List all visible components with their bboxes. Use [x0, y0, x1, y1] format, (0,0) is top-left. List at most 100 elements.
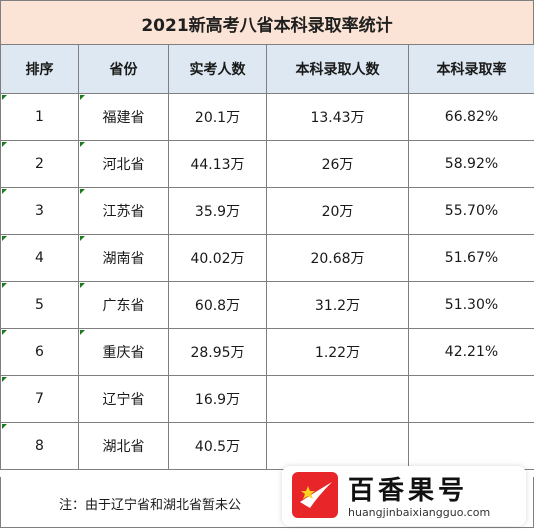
cell-value: 40.5万 — [194, 439, 241, 455]
cell-value: 26万 — [321, 157, 354, 173]
cell-value: 5 — [35, 297, 44, 313]
cell-value: 湖北省 — [102, 439, 145, 455]
cell-rank[interactable]: 5 — [0, 281, 79, 329]
cell-value: 重庆省 — [102, 345, 145, 361]
cell-rank[interactable]: 2 — [0, 140, 79, 188]
cell-exam-takers[interactable]: 44.13万 — [168, 140, 267, 188]
cell-rank[interactable]: 3 — [0, 187, 79, 235]
cell-marker — [80, 189, 85, 194]
cell-marker — [2, 236, 7, 241]
cell-value: 40.02万 — [190, 251, 245, 267]
cell-rank[interactable]: 4 — [0, 234, 79, 282]
cell-value: 13.43万 — [310, 110, 365, 126]
cell-admission-rate[interactable]: 66.82% — [408, 93, 534, 141]
cell-value: 66.82% — [444, 109, 499, 125]
cell-marker — [2, 189, 7, 194]
cell-value: 31.2万 — [314, 298, 361, 314]
cell-value: 58.92% — [444, 156, 499, 172]
cell-value: 江苏省 — [102, 204, 145, 220]
cell-province[interactable]: 辽宁省 — [78, 375, 169, 423]
cell-exam-takers[interactable]: 20.1万 — [168, 93, 267, 141]
cell-admission-rate[interactable] — [408, 375, 534, 423]
cell-province[interactable]: 河北省 — [78, 140, 169, 188]
table-row: 8 湖北省 40.5万 — [0, 422, 534, 470]
cell-value: 20.68万 — [310, 251, 365, 267]
cell-marker — [80, 330, 85, 335]
cell-value: 1.22万 — [314, 345, 361, 361]
cell-admitted[interactable]: 1.22万 — [266, 328, 409, 376]
cell-marker — [80, 95, 85, 100]
cell-rank[interactable]: 8 — [0, 422, 79, 470]
cell-value: 44.13万 — [190, 157, 245, 173]
cell-rank[interactable]: 1 — [0, 93, 79, 141]
cell-province[interactable]: 湖北省 — [78, 422, 169, 470]
cell-marker — [2, 95, 7, 100]
cell-admission-rate[interactable] — [408, 422, 534, 470]
cell-admission-rate[interactable]: 51.30% — [408, 281, 534, 329]
cell-exam-takers[interactable]: 16.9万 — [168, 375, 267, 423]
admission-rate-table: 排序 省份 实考人数 本科录取人数 本科录取率 1 福建省 20.1万 13.43万 6… — [0, 44, 534, 470]
cell-marker — [2, 377, 7, 382]
cell-exam-takers[interactable]: 35.9万 — [168, 187, 267, 235]
cell-province[interactable]: 江苏省 — [78, 187, 169, 235]
cell-marker — [80, 283, 85, 288]
cell-value: 60.8万 — [194, 298, 241, 314]
cell-value: 2 — [35, 156, 44, 172]
cell-province[interactable]: 重庆省 — [78, 328, 169, 376]
cell-value: 3 — [35, 203, 44, 219]
table-row: 7 辽宁省 16.9万 — [0, 375, 534, 423]
header-exam-takers[interactable]: 实考人数 — [168, 44, 267, 94]
cell-value: 福建省 — [102, 110, 145, 126]
cell-admitted[interactable]: 31.2万 — [266, 281, 409, 329]
cell-exam-takers[interactable]: 40.5万 — [168, 422, 267, 470]
cell-admission-rate[interactable]: 51.67% — [408, 234, 534, 282]
cell-exam-takers[interactable]: 60.8万 — [168, 281, 267, 329]
cell-province[interactable]: 广东省 — [78, 281, 169, 329]
cell-value: 28.95万 — [190, 345, 245, 361]
header-province[interactable]: 省份 — [78, 44, 169, 94]
cell-marker — [80, 142, 85, 147]
cell-value: 51.67% — [444, 250, 499, 266]
cell-province[interactable]: 湖南省 — [78, 234, 169, 282]
cell-admitted[interactable] — [266, 422, 409, 470]
cell-value: 35.9万 — [194, 204, 241, 220]
cell-value: 20.1万 — [194, 110, 241, 126]
cell-admitted[interactable] — [266, 375, 409, 423]
cell-rank[interactable]: 7 — [0, 375, 79, 423]
cell-value: 河北省 — [102, 157, 145, 173]
cell-rank[interactable]: 6 — [0, 328, 79, 376]
cell-admission-rate[interactable]: 58.92% — [408, 140, 534, 188]
cell-admission-rate[interactable]: 55.70% — [408, 187, 534, 235]
cell-value: 辽宁省 — [102, 392, 145, 408]
table-row: 2 河北省 44.13万 26万 58.92% — [0, 140, 534, 188]
cell-admission-rate[interactable]: 42.21% — [408, 328, 534, 376]
star-swoosh-logo-icon — [292, 472, 338, 518]
watermark-name: 百香果号 — [348, 476, 469, 506]
table-row: 3 江苏省 35.9万 20万 55.70% — [0, 187, 534, 235]
cell-admitted[interactable]: 20万 — [266, 187, 409, 235]
header-admission-rate[interactable]: 本科录取率 — [408, 44, 534, 94]
table-title: 2021新高考八省本科录取率统计 — [0, 0, 534, 46]
cell-value: 7 — [35, 391, 44, 407]
cell-value: 16.9万 — [194, 392, 241, 408]
header-admitted[interactable]: 本科录取人数 — [266, 44, 409, 94]
cell-value: 湖南省 — [102, 251, 145, 267]
table-row: 4 湖南省 40.02万 20.68万 51.67% — [0, 234, 534, 282]
cell-value: 55.70% — [444, 203, 499, 219]
cell-exam-takers[interactable]: 28.95万 — [168, 328, 267, 376]
table-row: 1 福建省 20.1万 13.43万 66.82% — [0, 93, 534, 141]
watermark-badge: 百香果号 huangjinbaixiangguo.com — [282, 466, 526, 526]
cell-province[interactable]: 福建省 — [78, 93, 169, 141]
table-body: 1 福建省 20.1万 13.43万 66.82% 2 河北省 44.13万 26万 58.92%… — [0, 93, 534, 470]
cell-admitted[interactable]: 13.43万 — [266, 93, 409, 141]
cell-value: 42.21% — [444, 344, 499, 360]
table-row: 6 重庆省 28.95万 1.22万 42.21% — [0, 328, 534, 376]
cell-value: 4 — [35, 250, 44, 266]
header-rank[interactable]: 排序 — [0, 44, 79, 94]
cell-marker — [2, 330, 7, 335]
cell-exam-takers[interactable]: 40.02万 — [168, 234, 267, 282]
cell-admitted[interactable]: 26万 — [266, 140, 409, 188]
cell-admitted[interactable]: 20.68万 — [266, 234, 409, 282]
watermark-url: huangjinbaixiangguo.com — [348, 506, 491, 519]
